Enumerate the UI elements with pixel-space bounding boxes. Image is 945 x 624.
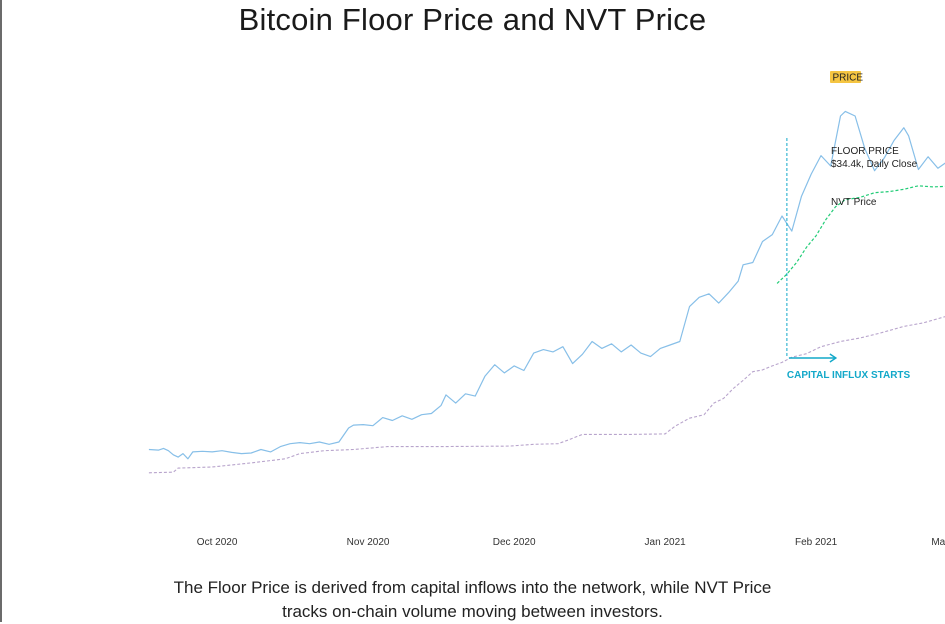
caption-line-1: The Floor Price is derived from capital … [173, 578, 772, 597]
capital-influx-annotation: CAPITAL INFLUX STARTS [786, 138, 911, 381]
x-tick-label: Mar 2021 [931, 537, 945, 548]
x-tick-label: Jan 2021 [645, 537, 687, 548]
x-axis-ticks: Oct 2020 Nov 2020 Dec 2020 Jan 2021 Feb 2021… [197, 537, 945, 548]
x-tick-label: Oct 2020 [197, 537, 238, 548]
chart-caption: The Floor Price is derived from capital … [0, 576, 945, 624]
x-tick-label: Feb 2021 [795, 537, 838, 548]
annotation-label: CAPITAL INFLUX STARTS [787, 370, 911, 381]
x-tick-label: Nov 2020 [347, 537, 390, 548]
series-line-nvt-price [148, 316, 945, 474]
left-border [0, 0, 2, 622]
price-badge [830, 71, 861, 83]
caption-line-2: tracks on-chain volume moving between in… [282, 602, 663, 621]
price-label: PRICE [833, 73, 864, 84]
floor-price-label: FLOOR PRICE [831, 146, 899, 157]
series-line-floor-price [776, 185, 945, 284]
series-labels: PRICE FLOOR PRICE $34.4k, Daily Close NVT P… [830, 71, 918, 208]
series-lines [148, 110, 945, 474]
x-tick-label: Dec 2020 [493, 537, 536, 548]
nvt-price-label: NVT Price [831, 197, 877, 208]
floor-price-value-label: $34.4k, Daily Close [831, 159, 918, 170]
annotation-arrow-head [829, 353, 838, 363]
series-line-price [148, 110, 945, 460]
chart-title: Bitcoin Floor Price and NVT Price [238, 2, 707, 37]
